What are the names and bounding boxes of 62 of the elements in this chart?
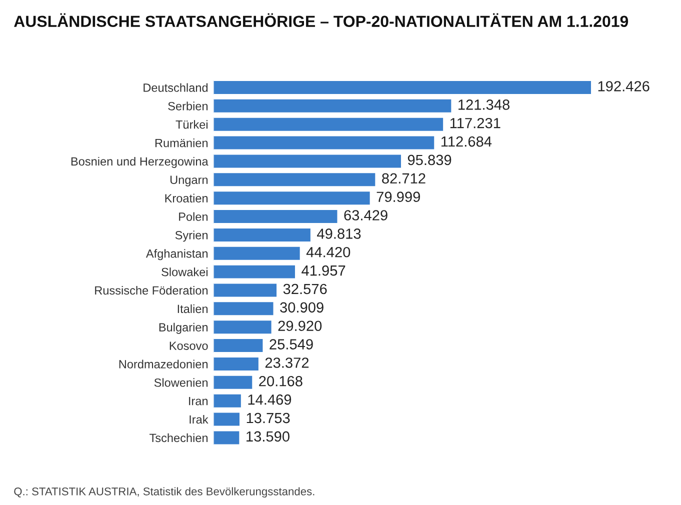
bar	[213, 80, 592, 96]
bar	[213, 246, 302, 262]
data-label: 41.957	[302, 265, 346, 276]
data-label: 82.712	[382, 173, 426, 184]
chart-title: AUSLÄNDISCHE STAATSANGEHÖRIGE – TOP-20-NATIONALITÄTEN AM 1.1.2019	[14, 13, 628, 28]
data-label: 192.426	[598, 81, 650, 92]
bar	[213, 98, 453, 114]
bar	[213, 208, 339, 224]
data-label: 13.753	[246, 412, 290, 424]
y-tick-label: Türkei	[176, 120, 208, 129]
bar	[213, 374, 254, 390]
data-label: 117.231	[450, 118, 500, 128]
data-label: 44.420	[306, 246, 350, 258]
data-label: 14.469	[248, 394, 292, 405]
y-tick-label: Afghanistan	[146, 249, 208, 260]
bar	[213, 338, 264, 354]
y-tick-label: Italien	[178, 304, 208, 314]
data-label: 95.839	[408, 154, 452, 166]
data-label: 63.429	[344, 210, 388, 220]
y-tick-label: Iran	[189, 397, 208, 406]
data-label: 20.168	[259, 376, 302, 386]
bar	[213, 430, 241, 446]
y-tick-label: Slowenien	[154, 378, 208, 387]
bar	[213, 172, 377, 188]
y-tick-label: Syrien	[175, 230, 208, 242]
bar	[213, 190, 372, 206]
bar	[213, 392, 242, 409]
y-tick-label: Kosovo	[170, 342, 208, 350]
bar	[213, 264, 296, 280]
data-label: 25.549	[270, 339, 313, 350]
y-tick-label: Tschechien	[150, 433, 208, 442]
y-tick-label: Rumänien	[155, 138, 208, 148]
y-tick-label: Bulgarien	[159, 322, 208, 334]
text: Q.: STATISTIK AUSTRIA, Statistik des Bevölkerungsstandes.	[14, 487, 314, 498]
bar	[213, 116, 444, 132]
data-label: 29.920	[278, 320, 322, 332]
data-label: 13.590	[246, 431, 290, 442]
y-tick-label: Kroatien	[165, 194, 208, 202]
y-tick-label: Ungarn	[170, 176, 208, 186]
y-tick-label: Russische Föderation	[95, 286, 208, 295]
data-label: 32.576	[283, 284, 327, 294]
bar	[213, 153, 402, 170]
bar	[213, 300, 275, 317]
bar	[213, 319, 273, 335]
data-label: 30.909	[280, 302, 324, 313]
y-tick-label: Polen	[179, 212, 208, 221]
y-tick-label: Slowakei	[162, 268, 208, 276]
bar	[213, 134, 436, 151]
bar	[213, 356, 260, 372]
data-label: 121.348	[458, 100, 510, 110]
data-label: 49.813	[317, 228, 361, 239]
y-tick-label: Nordmazedonien	[119, 360, 208, 368]
bar	[213, 282, 278, 298]
data-label: 79.999	[376, 192, 420, 202]
y-tick-label: Serbien	[168, 102, 208, 110]
data-label: 112.684	[441, 136, 492, 147]
y-tick-label: Irak	[190, 415, 208, 424]
y-tick-label: Deutschland	[144, 83, 208, 92]
bar	[213, 227, 312, 243]
bar	[213, 411, 241, 428]
y-tick-label: Bosnien und Herzegowina	[71, 156, 208, 168]
data-label: 23.372	[265, 358, 309, 368]
